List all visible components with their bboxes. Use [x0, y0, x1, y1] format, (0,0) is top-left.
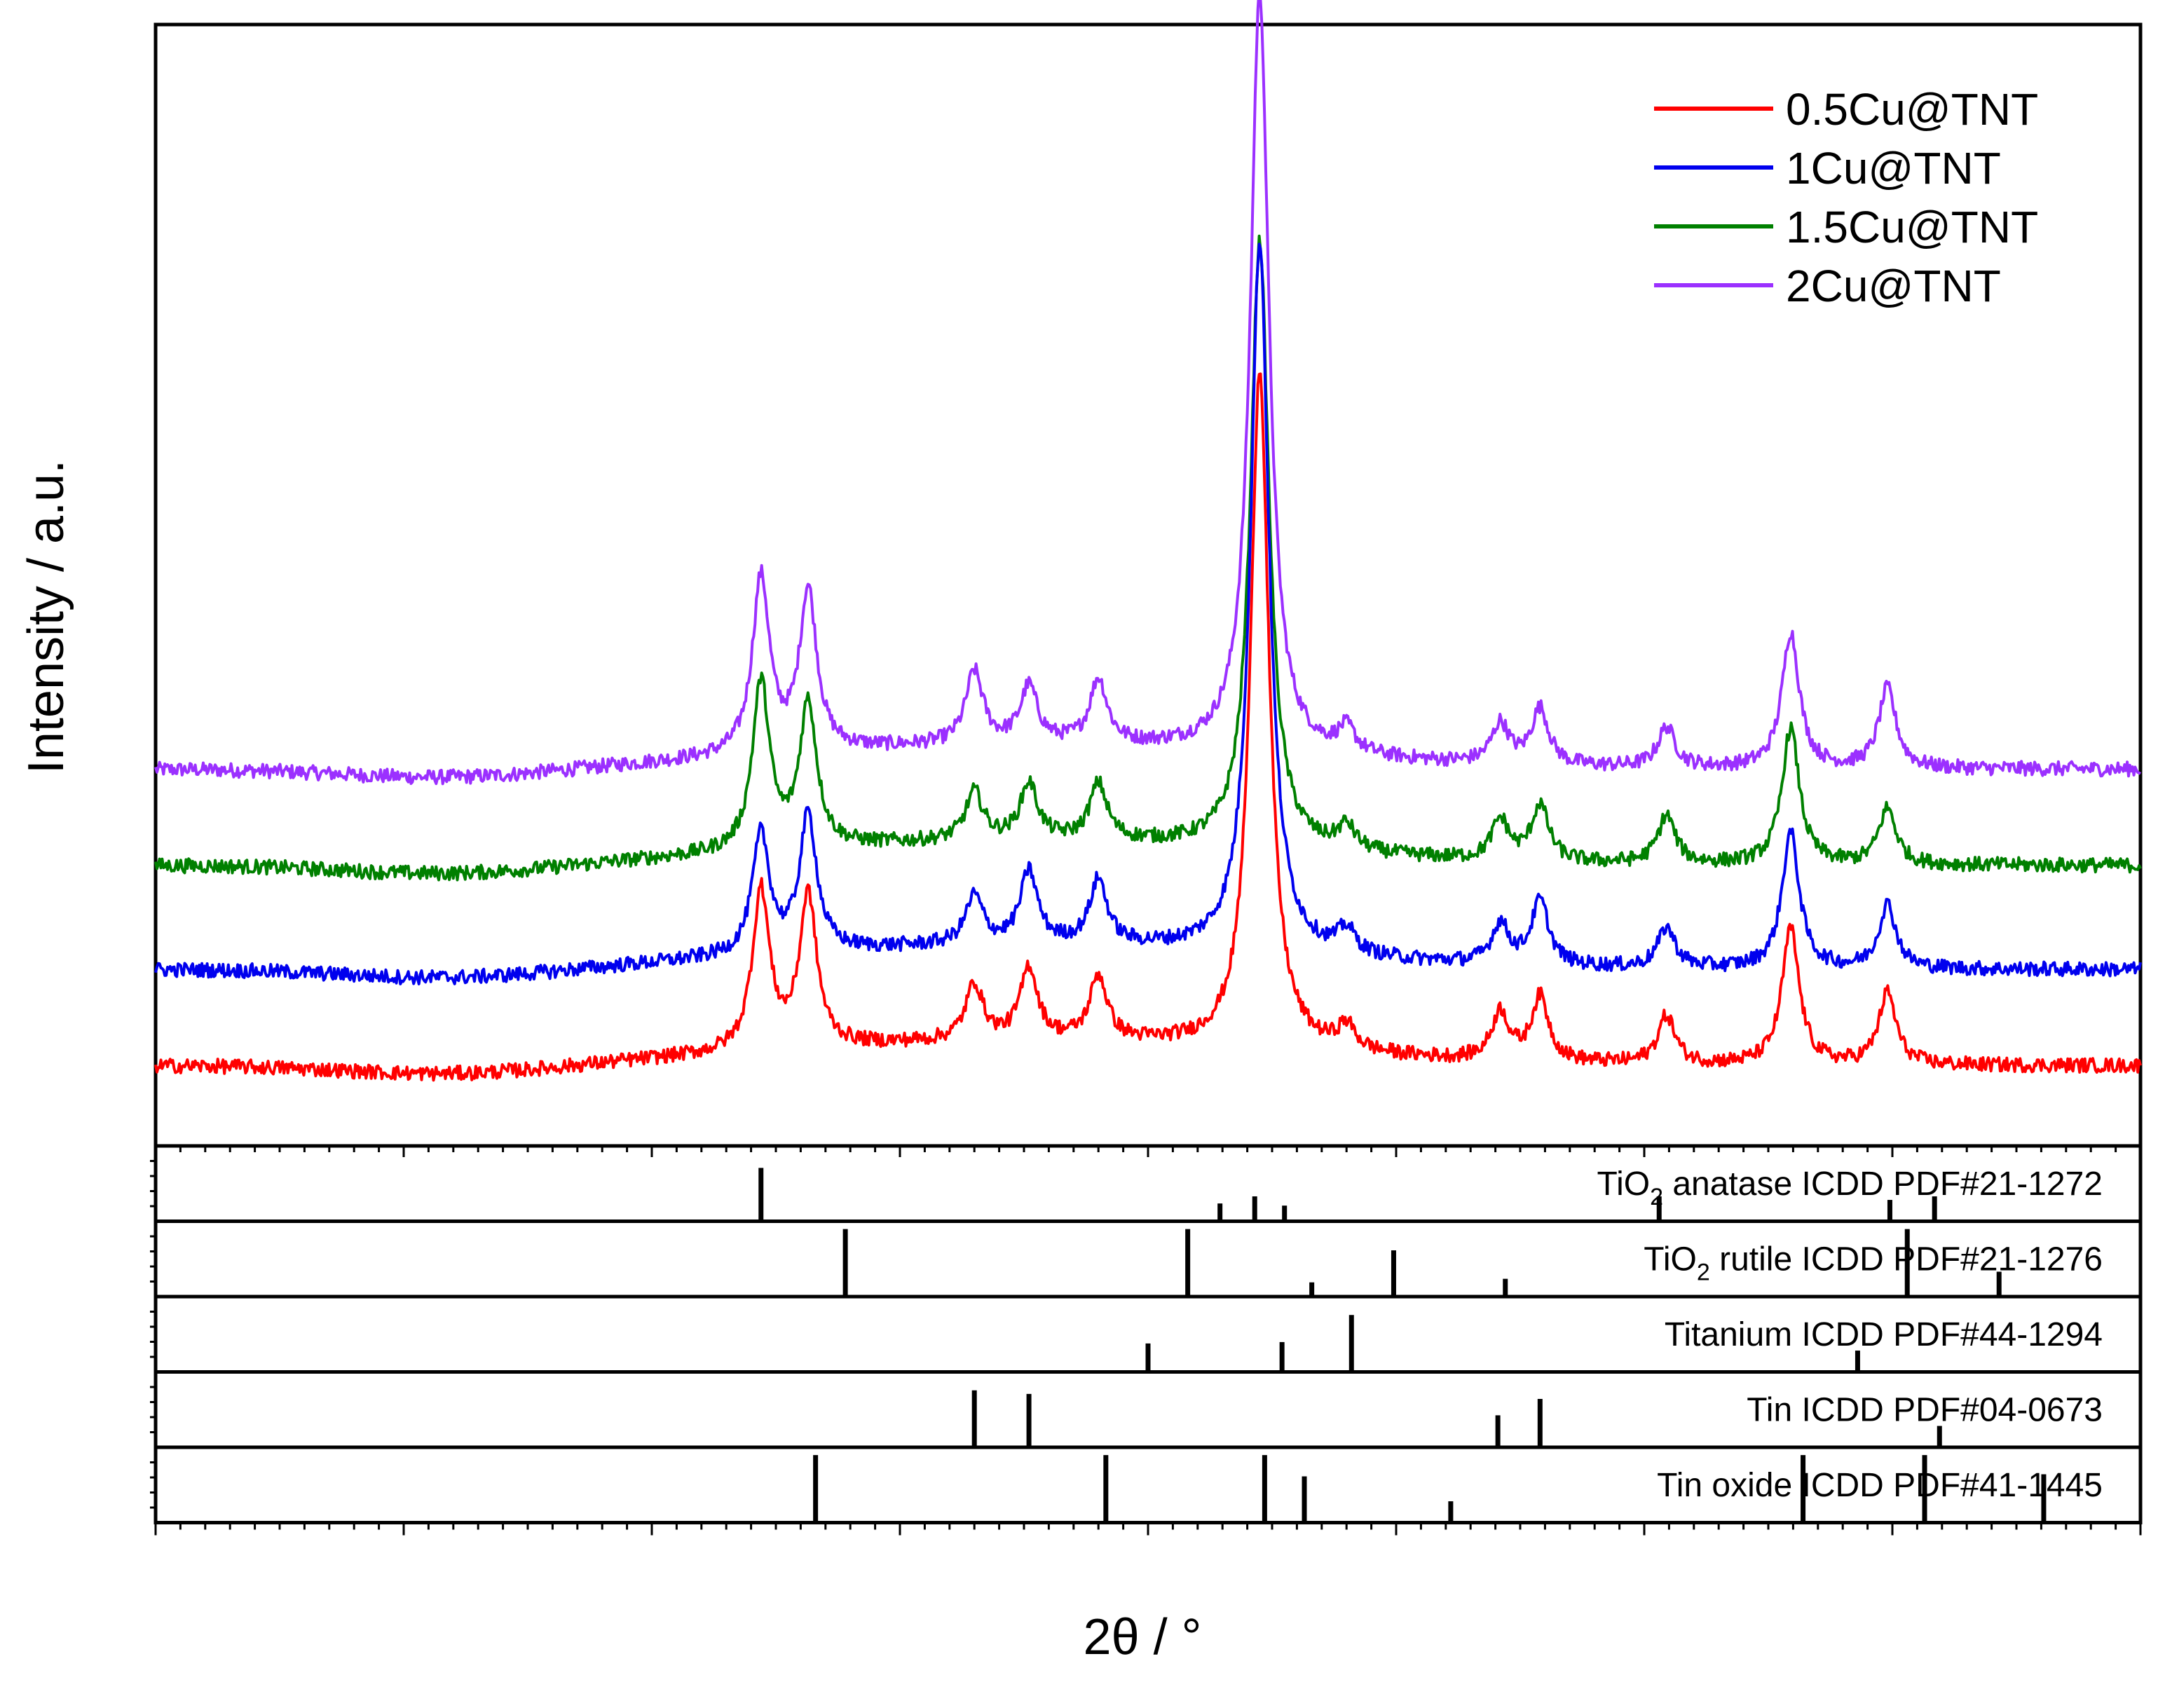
legend-label-0: 0.5Cu@TNT: [1786, 84, 2038, 135]
reference-label-2: Titanium ICDD PDF#44-1294: [1665, 1316, 2103, 1353]
reference-panel-1: TiO2 rutile ICDD PDF#21-1276: [150, 1219, 2143, 1299]
reference-label-3: Tin ICDD PDF#04-0673: [1747, 1392, 2103, 1429]
legend-label-1: 1Cu@TNT: [1786, 143, 2001, 193]
legend-label-3: 2Cu@TNT: [1786, 261, 2001, 311]
y-axis-title: Intensity / a.u.: [18, 460, 74, 774]
series-line-0: [154, 372, 2142, 1082]
reference-panel-3: Tin ICDD PDF#04-0673: [150, 1370, 2143, 1449]
reference-label-1: TiO2 rutile ICDD PDF#21-1276: [1644, 1241, 2103, 1286]
reference-panel-0: TiO2 anatase ICDD PDF#21-1272: [150, 1144, 2143, 1223]
series-line-1: [154, 242, 2142, 985]
reference-panel-4: Tin oxide ICDD PDF#41-1445: [150, 1445, 2143, 1524]
series-layer: [154, 0, 2142, 1082]
legend: 0.5Cu@TNT 1Cu@TNT 1.5Cu@TNT 2Cu@TNT: [1654, 84, 2038, 311]
reference-panel-2: Titanium ICDD PDF#44-1294: [150, 1294, 2143, 1374]
reference-label-0: TiO2 anatase ICDD PDF#21-1272: [1597, 1166, 2103, 1210]
reference-label-4: Tin oxide ICDD PDF#41-1445: [1657, 1467, 2103, 1504]
reference-panels: TiO2 anatase ICDD PDF#21-1272 TiO2 rutile…: [150, 1144, 2143, 1536]
series-line-3: [154, 0, 2142, 786]
legend-label-2: 1.5Cu@TNT: [1786, 202, 2038, 252]
x-axis-title: 2θ / °: [1084, 1609, 1202, 1665]
series-line-2: [154, 234, 2142, 882]
